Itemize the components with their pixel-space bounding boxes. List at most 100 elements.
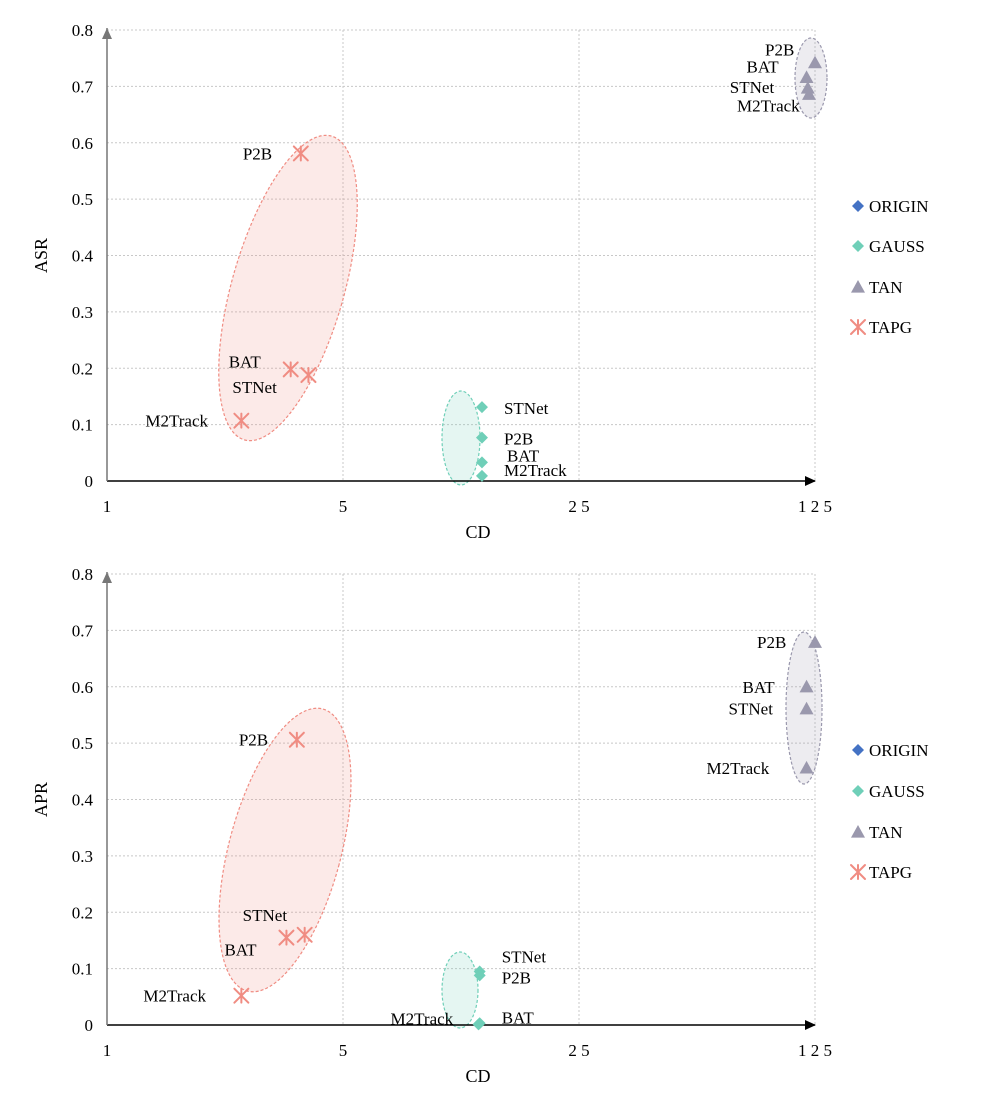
asr-x-tick-label: 1: [103, 497, 112, 516]
apr-legend: ORIGIN GAUSS TAN TAPG: [850, 741, 929, 882]
apr-y-tick-label: 0.4: [72, 791, 94, 810]
apr-gauss-point-m2track: [472, 1018, 485, 1031]
asr-legend-marker-gauss: [852, 240, 864, 252]
asr-legend-marker-tapg: [850, 319, 866, 335]
apr-legend-label: ORIGIN: [869, 741, 929, 760]
asr-tan-point-label: STNet: [730, 78, 775, 97]
asr-gauss-point-stnet: [475, 401, 488, 414]
asr-tan-point-label: BAT: [747, 57, 780, 76]
asr-cluster-ellipses: [218, 37, 828, 486]
asr-gauss-cluster-ellipse: [441, 390, 481, 486]
asr-y-axis-arrow: [102, 28, 112, 39]
apr-tan-point-m2track: [799, 760, 814, 774]
apr-cluster-ellipses: [218, 631, 823, 1029]
apr-legend-marker-gauss: [852, 785, 864, 797]
apr-chart: 0 0.1 0.2 0.3 0.4 0.5 0.6 0.7 0.8 1 5 2 5 1 2 5 CD APR…: [31, 565, 929, 1086]
asr-gauss-point-m2track: [475, 469, 488, 482]
asr-y-tick-label: 0.7: [72, 77, 94, 96]
apr-gauss-point-p2b: [473, 969, 486, 982]
apr-legend-marker-tapg: [850, 864, 866, 880]
apr-gauss-point-label: M2Track: [391, 1009, 454, 1028]
asr-x-tick-label: 5: [339, 497, 348, 516]
apr-tan-point-stnet: [799, 701, 814, 715]
asr-gauss-point-label: P2B: [504, 430, 533, 449]
apr-legend-label: GAUSS: [869, 782, 925, 801]
asr-tapg-point-bat: [282, 361, 299, 378]
apr-y-axis-label: APR: [31, 782, 51, 817]
apr-tapg-point-label: M2Track: [143, 987, 206, 1006]
apr-tapg-cluster-ellipse: [218, 707, 352, 993]
apr-tan-point-label: M2Track: [707, 759, 770, 778]
apr-tapg-point-bat: [278, 929, 295, 946]
apr-gauss-cluster-ellipse: [441, 951, 479, 1029]
apr-series-gauss: STNet P2B BAT M2Track: [391, 947, 546, 1031]
apr-x-axis-label: CD: [465, 1066, 490, 1086]
apr-tan-point-bat: [799, 679, 814, 693]
asr-y-tick-label: 0.3: [72, 303, 93, 322]
apr-tan-point-label: BAT: [743, 678, 776, 697]
asr-tan-point-p2b: [808, 55, 822, 69]
asr-gauss-point-label: BAT: [507, 446, 540, 465]
apr-series-tapg: P2B STNet BAT M2Track: [143, 731, 313, 1006]
asr-legend-marker-tan: [851, 280, 865, 293]
apr-legend-label: TAPG: [869, 863, 912, 882]
asr-y-tick-label: 0.4: [72, 247, 94, 266]
apr-series-tan: P2B BAT STNet M2Track: [707, 633, 822, 778]
asr-tan-cluster-ellipse: [794, 37, 828, 119]
apr-gridlines: [107, 573, 816, 1025]
asr-x-axis-label: CD: [465, 522, 490, 542]
asr-series-tapg: P2B BAT STNet M2Track: [145, 144, 317, 431]
asr-tan-point-label: M2Track: [737, 96, 800, 115]
apr-y-tick-label: 0: [85, 1016, 94, 1035]
asr-gridlines: [107, 29, 816, 481]
apr-tan-point-label: P2B: [757, 633, 786, 652]
asr-y-tick-label: 0: [85, 472, 94, 491]
asr-y-tick-label: 0.6: [72, 134, 93, 153]
apr-x-axis-arrow: [805, 1020, 816, 1030]
apr-tapg-point-stnet: [296, 926, 313, 943]
apr-gauss-point-label: BAT: [502, 1008, 535, 1027]
apr-legend-marker-tan: [851, 825, 865, 838]
asr-gauss-point-label: STNet: [504, 399, 549, 418]
asr-x-tick-label: 1 2 5: [798, 497, 832, 516]
asr-legend: ORIGIN GAUSS TAN TAPG: [850, 197, 929, 337]
apr-tapg-point-label: STNet: [243, 906, 288, 925]
asr-chart: 0 0.1 0.2 0.3 0.4 0.5 0.6 0.7 0.8 1 5 2 5 1 2 5 CD ASR…: [31, 21, 929, 542]
apr-tan-point-p2b: [808, 635, 822, 648]
asr-tapg-point-label: STNet: [232, 378, 277, 397]
asr-legend-label: ORIGIN: [869, 197, 929, 216]
asr-tan-point-label: P2B: [765, 41, 794, 60]
apr-x-tick-label: 1: [103, 1041, 112, 1060]
apr-y-axis-arrow: [102, 572, 112, 583]
apr-y-tick-label: 0.6: [72, 678, 93, 697]
asr-tan-point-bat: [799, 70, 814, 83]
asr-x-axis-arrow: [805, 476, 816, 486]
asr-tapg-cluster-ellipse: [218, 134, 358, 442]
asr-y-axis-label: ASR: [31, 238, 51, 273]
apr-y-tick-label: 0.2: [72, 903, 93, 922]
apr-tapg-point-m2track: [233, 987, 250, 1004]
asr-gauss-point-label: M2Track: [504, 461, 567, 480]
asr-legend-label: GAUSS: [869, 237, 925, 256]
apr-tapg-point-label: BAT: [224, 941, 257, 960]
apr-tapg-point-p2b: [288, 731, 305, 748]
apr-y-tick-label: 0.1: [72, 960, 93, 979]
apr-legend-marker-origin: [852, 744, 864, 756]
apr-y-tick-label: 0.7: [72, 621, 94, 640]
apr-x-tick-label: 5: [339, 1041, 348, 1060]
apr-x-tick-label: 1 2 5: [798, 1041, 832, 1060]
asr-x-tick-label: 2 5: [568, 497, 589, 516]
asr-tapg-point-p2b: [292, 145, 309, 162]
asr-tapg-point-m2track: [233, 412, 250, 429]
apr-legend-label: TAN: [869, 823, 903, 842]
asr-legend-label: TAPG: [869, 318, 912, 337]
asr-legend-marker-origin: [852, 200, 864, 212]
asr-gauss-point-bat: [475, 456, 488, 469]
asr-tapg-point-label: P2B: [243, 144, 272, 163]
asr-tan-point-stnet: [800, 81, 815, 94]
asr-y-tick-label: 0.5: [72, 190, 93, 209]
apr-x-tick-label: 2 5: [568, 1041, 589, 1060]
